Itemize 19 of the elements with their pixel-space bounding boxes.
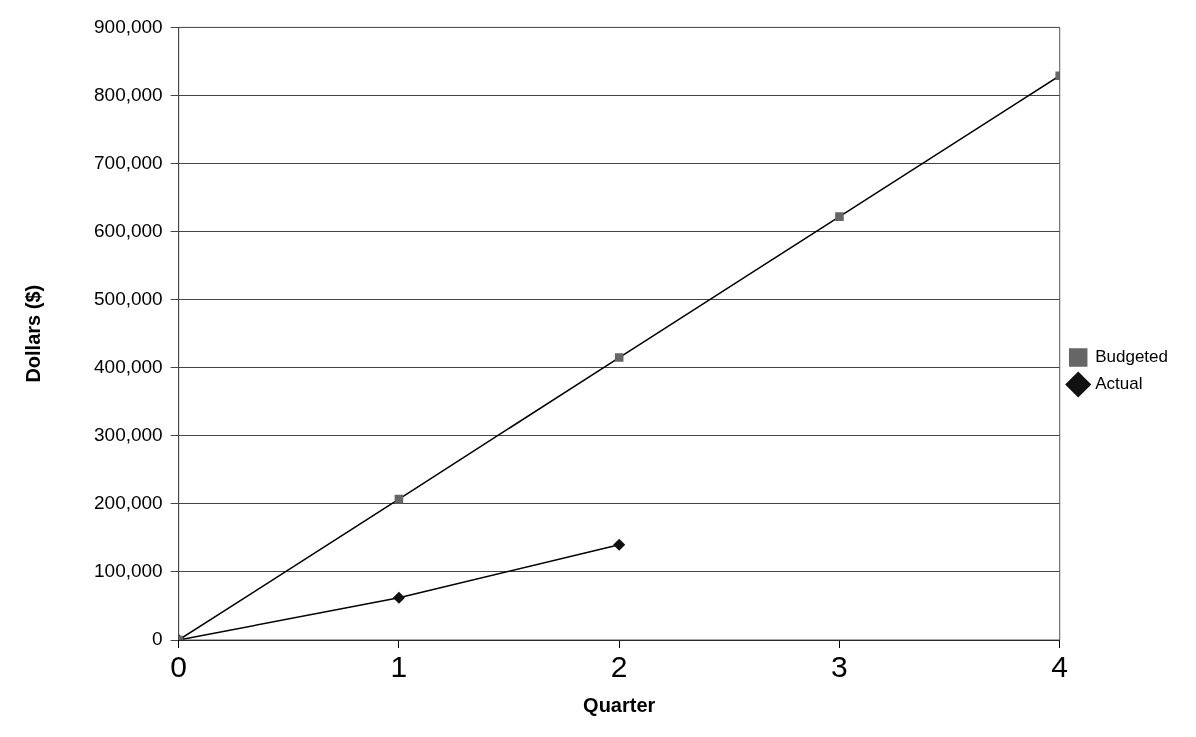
y-tick-label: 0: [152, 628, 163, 650]
x-tick-label: 2: [610, 650, 628, 684]
x-tick-label: 0: [170, 650, 188, 684]
x-tick-label: 1: [390, 650, 408, 684]
y-tick-label: 200,000: [93, 492, 163, 514]
y-tick-label: 500,000: [93, 287, 163, 309]
y-tick-label: 100,000: [93, 560, 163, 582]
x-axis-title: Quarter: [583, 693, 656, 716]
y-tick-label: 600,000: [93, 219, 163, 241]
y-tick-label: 800,000: [93, 83, 163, 105]
y-tick-label: 300,000: [93, 424, 163, 446]
x-tick-label: 4: [1051, 650, 1069, 684]
y-tick-label: 700,000: [93, 151, 163, 173]
y-tick-label: 400,000: [93, 355, 163, 377]
legend-label: Budgeted: [1095, 347, 1169, 367]
legend-label: Actual: [1095, 374, 1143, 394]
y-axis-title: Dollars ($): [21, 284, 44, 383]
y-tick-label: 900,000: [93, 15, 163, 37]
x-tick-label: 3: [831, 650, 848, 684]
